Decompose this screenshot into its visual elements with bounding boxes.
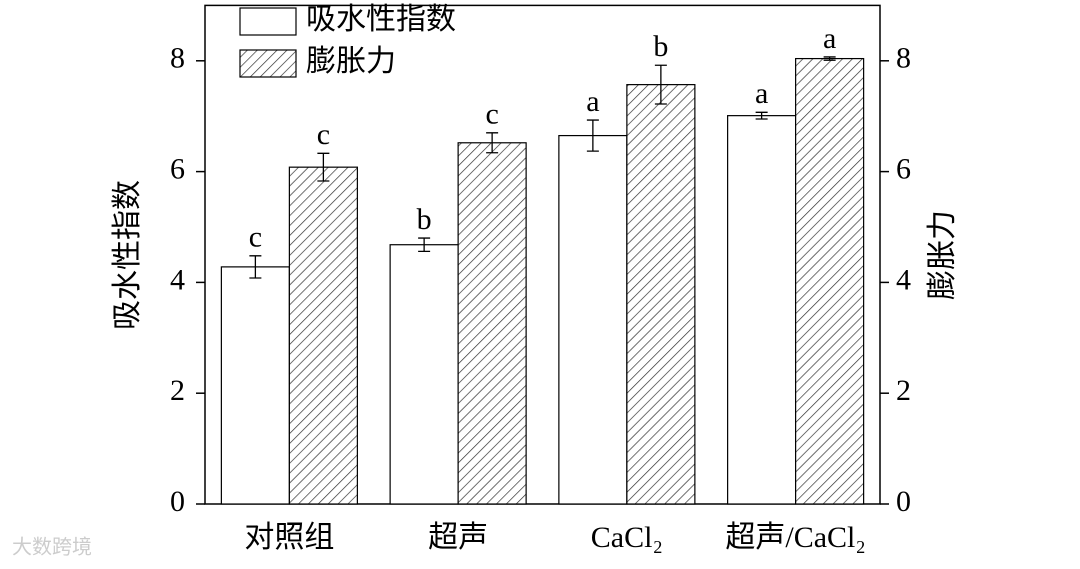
y2-tick-label: 8 xyxy=(896,42,911,75)
error-bar xyxy=(654,64,667,105)
significance-letter: b xyxy=(653,30,668,63)
y-tick-label: 8 xyxy=(170,42,185,75)
x-tick-label: 超声/CaCl₂ xyxy=(725,521,865,554)
bar xyxy=(389,244,459,505)
y2-tick-label: 4 xyxy=(896,263,911,296)
y2-tick-label: 0 xyxy=(896,485,911,518)
error-bar xyxy=(317,152,330,182)
bar xyxy=(727,115,797,505)
error-bar xyxy=(586,119,599,152)
bar xyxy=(558,134,628,505)
x-tick-label: 超声 xyxy=(428,521,488,554)
y-tick-label: 6 xyxy=(170,152,185,185)
error-bar xyxy=(755,111,768,120)
y2-tick-label: 6 xyxy=(896,152,911,185)
significance-letter: a xyxy=(586,85,599,118)
y-tick-label: 0 xyxy=(170,485,185,518)
bar xyxy=(626,84,696,505)
watermark: 大数跨境 xyxy=(12,535,92,559)
y2-tick-label: 2 xyxy=(896,374,911,407)
legend-label: 吸水性指数 xyxy=(306,3,456,36)
bar xyxy=(220,266,290,505)
legend-swatch xyxy=(239,49,297,78)
error-bar xyxy=(418,237,431,253)
x-tick-label: CaCl₂ xyxy=(591,521,663,554)
plot-frame xyxy=(204,4,881,505)
significance-letter: c xyxy=(249,221,262,254)
bar xyxy=(288,166,358,505)
significance-letter: c xyxy=(317,118,330,151)
error-bar xyxy=(249,255,262,279)
bar xyxy=(795,57,865,505)
x-tick-label: 对照组 xyxy=(244,521,334,554)
legend-label: 膨胀力 xyxy=(306,45,396,78)
significance-letter: a xyxy=(755,77,768,110)
error-bar xyxy=(823,56,836,61)
bar xyxy=(457,142,527,505)
y-axis-label: 吸水性指数 xyxy=(111,180,144,330)
legend-swatch xyxy=(239,7,297,36)
y2-axis-label: 膨胀力 xyxy=(926,210,959,300)
significance-letter: a xyxy=(823,22,836,55)
y-tick-label: 4 xyxy=(170,263,185,296)
significance-letter: b xyxy=(417,203,432,236)
y-tick-label: 2 xyxy=(170,374,185,407)
error-bar xyxy=(486,132,499,154)
significance-letter: c xyxy=(485,98,498,131)
